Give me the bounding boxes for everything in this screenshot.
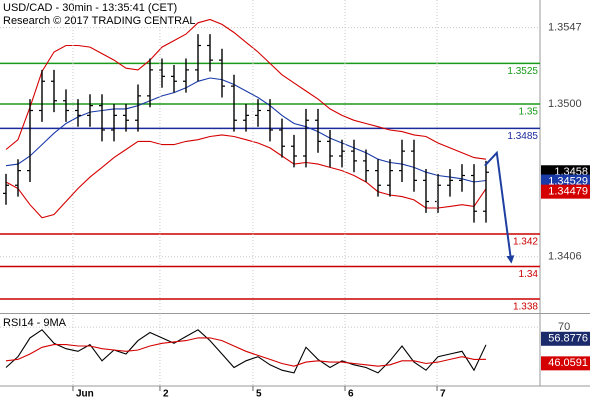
ohlc-bar bbox=[303, 108, 309, 168]
ohlc-bar bbox=[15, 159, 21, 197]
ohlc-bar bbox=[87, 94, 93, 127]
ohlc-bar bbox=[375, 159, 381, 197]
chart-title: USD/CAD - 30min - 13:35:41 (CET) bbox=[3, 2, 177, 14]
ohlc-bar bbox=[471, 164, 477, 223]
ohlc-bar bbox=[387, 159, 393, 197]
x-tick-label: Jun bbox=[76, 389, 94, 400]
price-label-box bbox=[541, 356, 590, 371]
ohlc-bar bbox=[483, 160, 489, 223]
ohlc-bar bbox=[255, 99, 261, 127]
price-label: 46.0591 bbox=[541, 356, 590, 371]
series-line bbox=[5, 134, 487, 219]
level-label: 1.34 bbox=[519, 269, 539, 280]
series-line bbox=[5, 329, 487, 374]
forecast-arrow bbox=[484, 150, 515, 264]
ohlc-bar bbox=[279, 118, 285, 158]
level-label: 1.3525 bbox=[507, 66, 538, 77]
price-label-text: 1.34529 bbox=[548, 175, 588, 187]
x-tick-label: 2 bbox=[163, 389, 169, 400]
ohlc-bar bbox=[51, 69, 57, 113]
ohlc-bar bbox=[219, 48, 225, 98]
level-label: 1.35 bbox=[519, 107, 539, 118]
chart-subtitle: Research © 2017 TRADING CENTRAL bbox=[3, 15, 196, 27]
ohlc-bar bbox=[171, 65, 177, 93]
ohlc-bar bbox=[411, 139, 417, 192]
price-label-box bbox=[541, 184, 590, 199]
ohlc-bar bbox=[99, 94, 105, 142]
ohlc-bar bbox=[291, 134, 297, 168]
ohlc-bar bbox=[75, 99, 81, 127]
level-label: 1.342 bbox=[513, 237, 538, 248]
price-label: 1.34479 bbox=[541, 184, 590, 199]
series-line bbox=[5, 77, 487, 183]
ohlc-bar bbox=[243, 104, 249, 132]
ohlc-bar bbox=[27, 99, 33, 182]
y-tick-label: 1.3547 bbox=[548, 22, 582, 34]
ohlc-bar bbox=[39, 69, 45, 122]
x-tick-label: 6 bbox=[348, 389, 354, 400]
ohlc-bar bbox=[327, 130, 333, 168]
ohlc-bar bbox=[63, 89, 69, 122]
y-tick-label: 1.3500 bbox=[548, 98, 582, 110]
price-label-text: 56.8776 bbox=[548, 333, 588, 345]
level-label: 1.3485 bbox=[507, 131, 538, 142]
ohlc-bar bbox=[207, 34, 213, 72]
ohlc-bar bbox=[147, 58, 153, 108]
series-line bbox=[5, 18, 487, 160]
ohlc-bar bbox=[423, 169, 429, 213]
x-tick-label: 7 bbox=[440, 389, 446, 400]
ohlc-bar bbox=[459, 164, 465, 192]
level-label: 1.338 bbox=[513, 302, 538, 313]
ohlc-bar bbox=[231, 74, 237, 132]
ohlc-bar bbox=[363, 149, 369, 182]
x-tick-label: 5 bbox=[256, 389, 262, 400]
panel-title: RSI14 - 9MA bbox=[3, 317, 67, 329]
price-label-box bbox=[541, 331, 590, 346]
price-label-text: 46.0591 bbox=[548, 357, 588, 369]
ohlc-bar bbox=[267, 99, 273, 142]
ohlc-bar bbox=[123, 104, 129, 132]
ohlc-bar bbox=[351, 139, 357, 173]
price-label: 56.8776 bbox=[541, 331, 590, 346]
ohlc-bar bbox=[183, 58, 189, 93]
y-tick-label: 1.3406 bbox=[548, 251, 582, 263]
price-label-text: 1.34479 bbox=[548, 186, 588, 198]
ohlc-bar bbox=[3, 173, 9, 205]
ohlc-bar bbox=[111, 104, 117, 142]
ohlc-bar bbox=[399, 139, 405, 182]
ohlc-bar bbox=[195, 34, 201, 82]
ohlc-bar bbox=[339, 139, 345, 168]
series-line bbox=[5, 337, 487, 367]
y-tick-label: 70 bbox=[558, 321, 570, 333]
ohlc-bar bbox=[315, 108, 321, 153]
ohlc-bar bbox=[135, 84, 141, 132]
ohlc-bar bbox=[447, 169, 453, 197]
